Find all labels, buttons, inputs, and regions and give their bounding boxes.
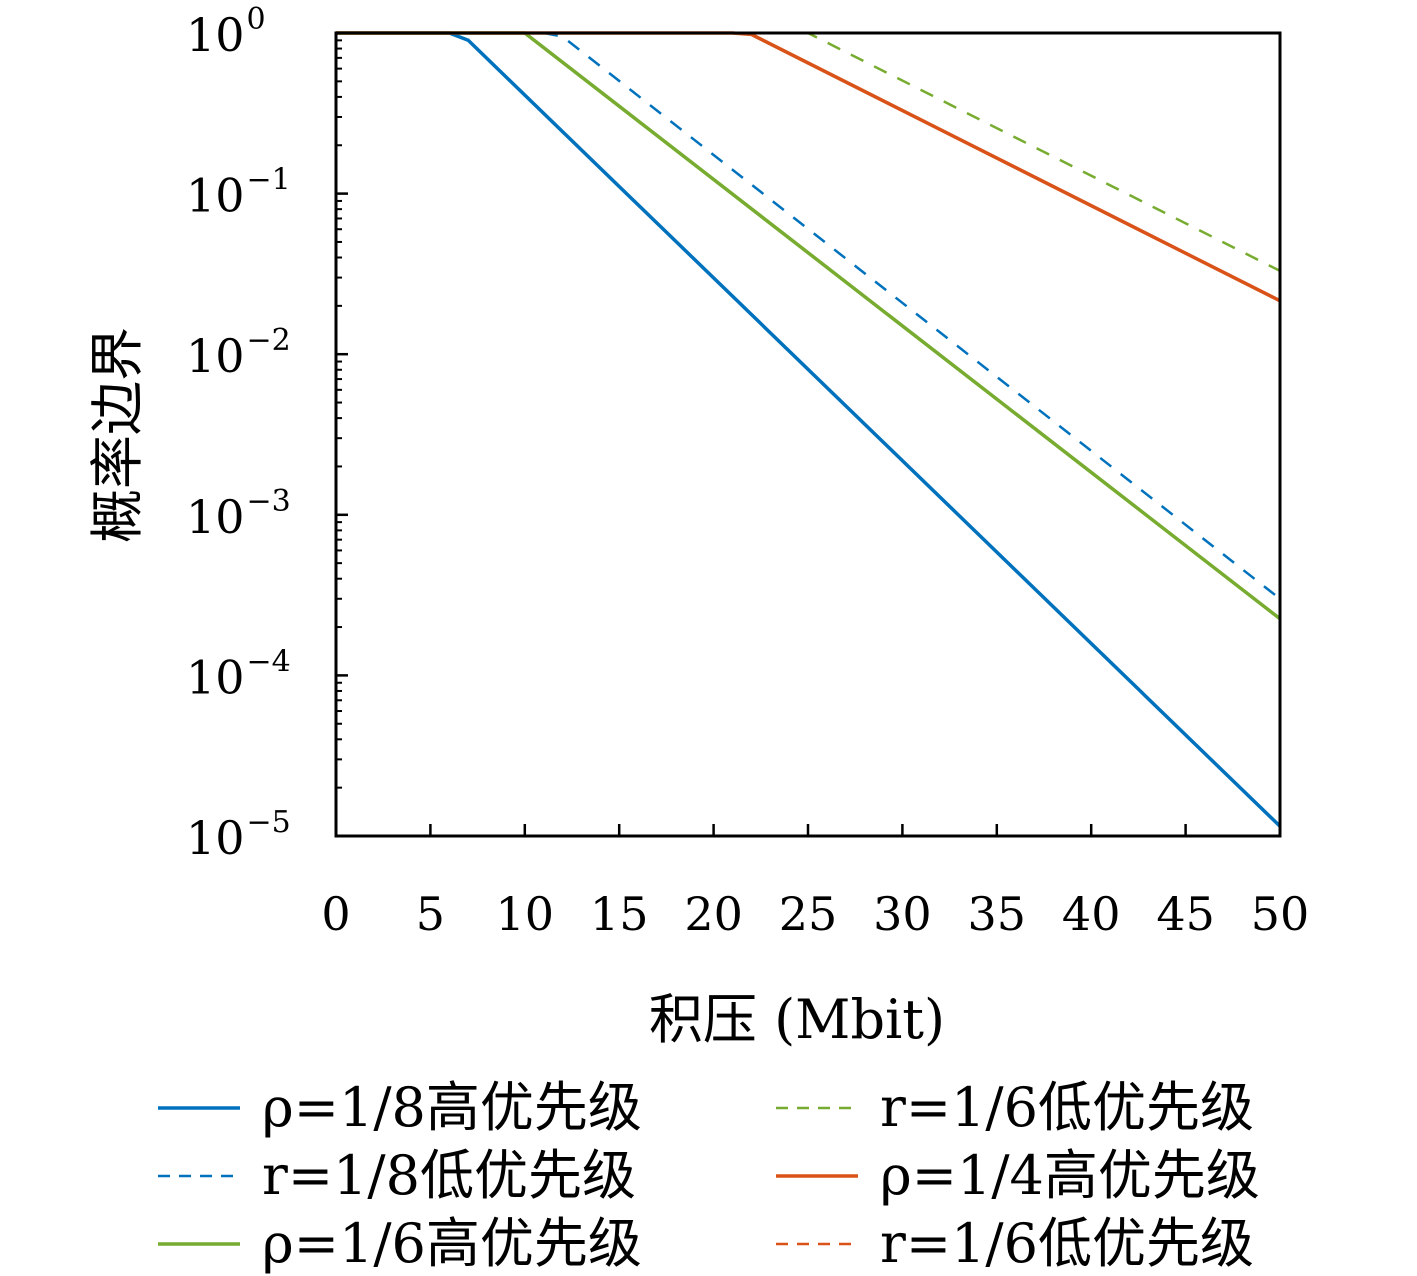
y-tick-label-0: 100 <box>186 2 266 62</box>
x-tick-label-1: 5 <box>416 887 445 941</box>
series-line-2 <box>336 31 1282 621</box>
legend-entry-0: ρ=1/8高优先级 <box>262 1076 642 1139</box>
x-tick-label-0: 0 <box>321 887 350 941</box>
y-tick-label-2: 10−2 <box>186 323 291 383</box>
y-tick-label-3: 10−3 <box>186 484 291 544</box>
x-axis: 0 5 10 15 20 25 30 35 40 45 50 <box>321 824 1309 941</box>
x-tick-label-4: 20 <box>684 887 743 941</box>
legend-entry-4: ρ=1/4高优先级 <box>880 1144 1260 1207</box>
plot-frame <box>334 31 1282 838</box>
x-tick-label-6: 30 <box>873 887 932 941</box>
y-tick-label-4: 10−4 <box>186 644 291 704</box>
y-tick-label-5: 10−5 <box>186 805 291 865</box>
legend-entry-5: r=1/6低优先级 <box>880 1212 1254 1275</box>
series-line-0 <box>336 31 1282 828</box>
y-tick-label-1: 10−1 <box>186 163 291 223</box>
x-tick-label-8: 40 <box>1062 887 1121 941</box>
x-tick-label-3: 15 <box>590 887 649 941</box>
series-line-4 <box>336 31 1281 303</box>
x-tick-label-9: 45 <box>1156 887 1215 941</box>
x-tick-label-2: 10 <box>496 887 555 941</box>
x-tick-label-10: 50 <box>1251 887 1310 941</box>
legend-entry-2: ρ=1/6高优先级 <box>262 1212 642 1275</box>
series-line-1 <box>336 31 1281 600</box>
legend-entry-1: r=1/8低优先级 <box>262 1144 636 1207</box>
legend-entry-3: r=1/6低优先级 <box>880 1076 1254 1139</box>
x-tick-label-7: 35 <box>968 887 1027 941</box>
x-tick-label-5: 25 <box>779 887 838 941</box>
x-axis-label: 积压 (Mbit) <box>649 988 945 1051</box>
plot-lines <box>336 31 1282 828</box>
y-axis-label: 概率边界 <box>86 327 149 543</box>
y-axis: 100 10−1 10−2 10−3 10−4 10−5 <box>186 2 348 865</box>
series-line-3 <box>336 31 1281 273</box>
